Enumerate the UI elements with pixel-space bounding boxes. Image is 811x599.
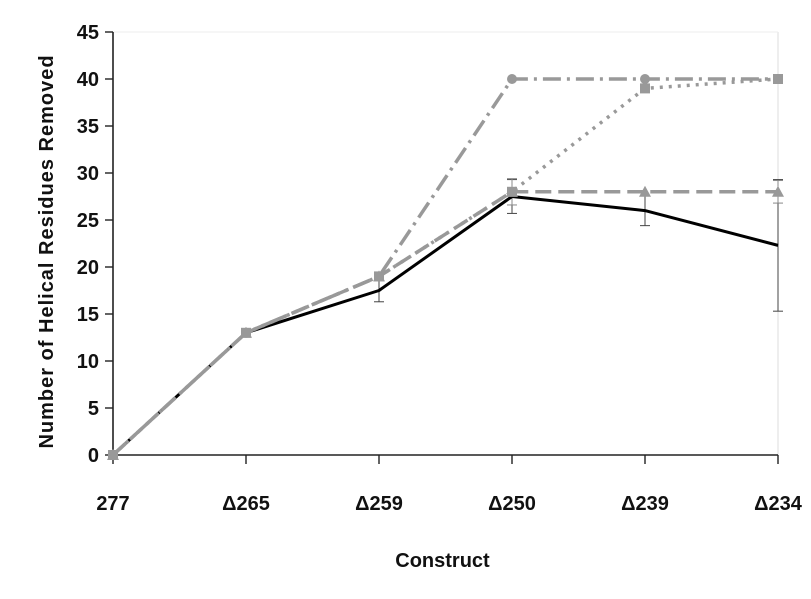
y-tick-label: 35 xyxy=(77,116,99,138)
y-tick-label: 45 xyxy=(77,22,99,44)
series-lines xyxy=(111,77,779,457)
x-axis-title: Construct xyxy=(395,550,490,572)
data-point-square xyxy=(507,186,517,197)
data-point-triangle xyxy=(639,185,651,197)
data-point-circle xyxy=(640,74,650,84)
x-axis: 277 Δ265 Δ259 Δ250 Δ239 Δ234 xyxy=(96,454,803,515)
y-tick-label: 25 xyxy=(77,210,99,232)
data-point-circle xyxy=(241,327,251,338)
data-point-circle xyxy=(507,74,517,84)
y-tick-label: 30 xyxy=(77,163,99,185)
x-tick-label: Δ239 xyxy=(621,493,669,515)
data-point-square xyxy=(640,83,650,94)
data-point-circle xyxy=(773,74,783,84)
y-tick-label: 40 xyxy=(77,69,99,91)
x-tick-label: Δ250 xyxy=(488,493,536,515)
y-axis-title: Number of Helical Residues Removed xyxy=(36,54,58,448)
y-tick-label: 20 xyxy=(77,257,99,279)
y-tick-label: 10 xyxy=(77,351,99,373)
y-tick-label: 5 xyxy=(88,398,99,420)
series-line-4 xyxy=(111,77,778,457)
x-tick-label: Δ234 xyxy=(754,493,803,515)
series-line-3 xyxy=(111,77,779,457)
series-line-2 xyxy=(111,190,778,457)
y-tick-label: 15 xyxy=(77,304,99,326)
x-tick-label: 277 xyxy=(96,493,129,515)
series-markers xyxy=(107,74,784,460)
data-point-circle xyxy=(374,271,384,282)
x-tick-label: Δ265 xyxy=(222,493,270,515)
error-bars xyxy=(374,178,783,312)
y-axis: 0 5 10 15 20 25 30 35 40 45 xyxy=(77,22,114,467)
y-tick-label: 0 xyxy=(88,445,99,467)
data-point-circle xyxy=(108,450,118,460)
x-tick-label: Δ259 xyxy=(355,493,403,515)
data-point-triangle xyxy=(772,185,784,197)
